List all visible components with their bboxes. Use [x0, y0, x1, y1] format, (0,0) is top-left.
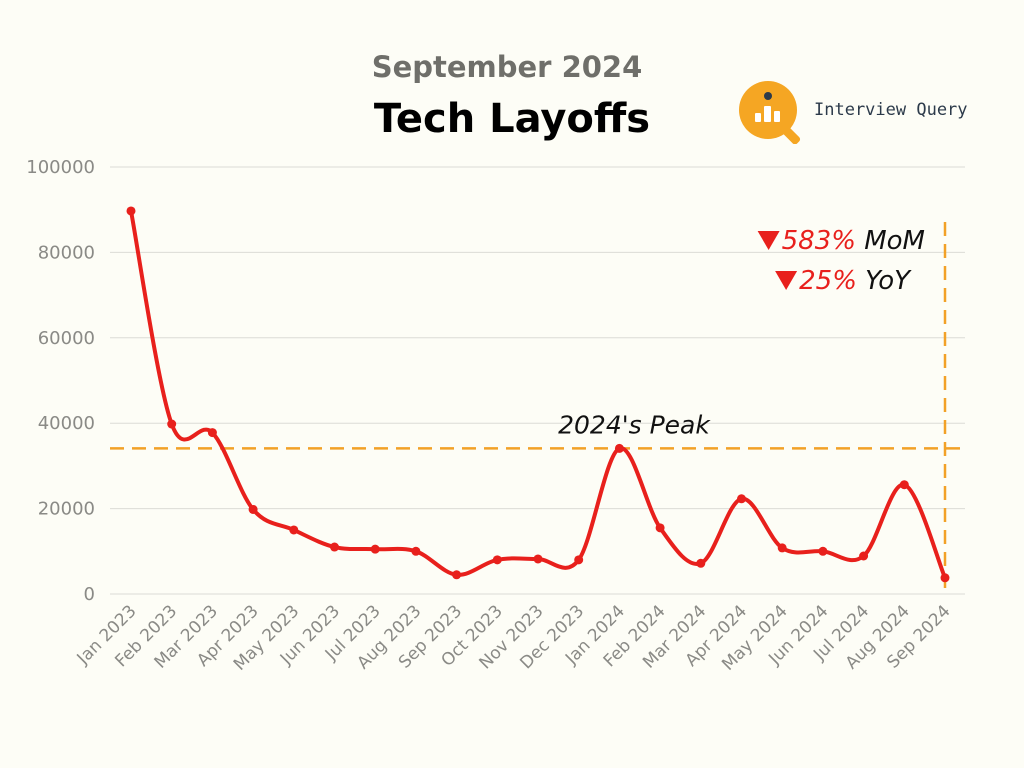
data-point-oct-2023	[492, 555, 502, 565]
brand-name: Interview Query	[814, 100, 968, 120]
peak-reference-label: 2024's Peak	[558, 410, 711, 439]
data-point-jan-2024	[614, 443, 624, 453]
down-triangle-icon	[757, 231, 780, 250]
y-tick-label: 60000	[38, 328, 95, 349]
change-annotation-yoy: 25% YoY	[799, 266, 912, 296]
data-point-apr-2023	[248, 504, 258, 514]
y-tick-label: 20000	[38, 499, 95, 520]
magnifier-chart-icon	[739, 81, 801, 145]
data-point-jun-2023	[330, 542, 339, 552]
chart-subtitle: September 2024	[371, 50, 643, 84]
data-point-sep-2023	[452, 570, 462, 580]
data-point-feb-2024	[655, 523, 665, 533]
data-point-aug-2023	[411, 546, 421, 556]
data-point-mar-2023	[207, 428, 217, 438]
data-point-jan-2023	[126, 206, 136, 216]
change-annotation-mom: 583% MoM	[782, 226, 925, 256]
data-point-may-2024	[777, 543, 787, 553]
data-point-jun-2024	[818, 546, 828, 556]
data-point-dec-2023	[574, 555, 584, 565]
change-period: MoM	[856, 226, 925, 256]
data-point-feb-2023	[167, 419, 177, 429]
data-point-mar-2024	[696, 558, 706, 568]
y-tick-label: 80000	[38, 242, 95, 263]
y-tick-label: 0	[84, 584, 95, 605]
y-tick-label: 40000	[38, 413, 95, 434]
change-period: YoY	[857, 266, 912, 296]
change-value: 25%	[799, 266, 857, 296]
y-tick-label: 100000	[26, 157, 95, 178]
chart-title: Tech Layoffs	[373, 96, 651, 142]
data-point-jul-2023	[370, 544, 380, 554]
data-point-may-2023	[289, 525, 299, 535]
data-point-nov-2023	[533, 554, 543, 564]
data-point-aug-2024	[899, 480, 909, 490]
brand-logo: Interview Query	[738, 80, 978, 145]
data-point-sep-2024	[940, 573, 950, 583]
down-triangle-icon	[775, 271, 798, 290]
change-value: 583%	[782, 226, 856, 256]
data-point-apr-2024	[737, 494, 746, 504]
data-point-jul-2024	[859, 551, 869, 561]
